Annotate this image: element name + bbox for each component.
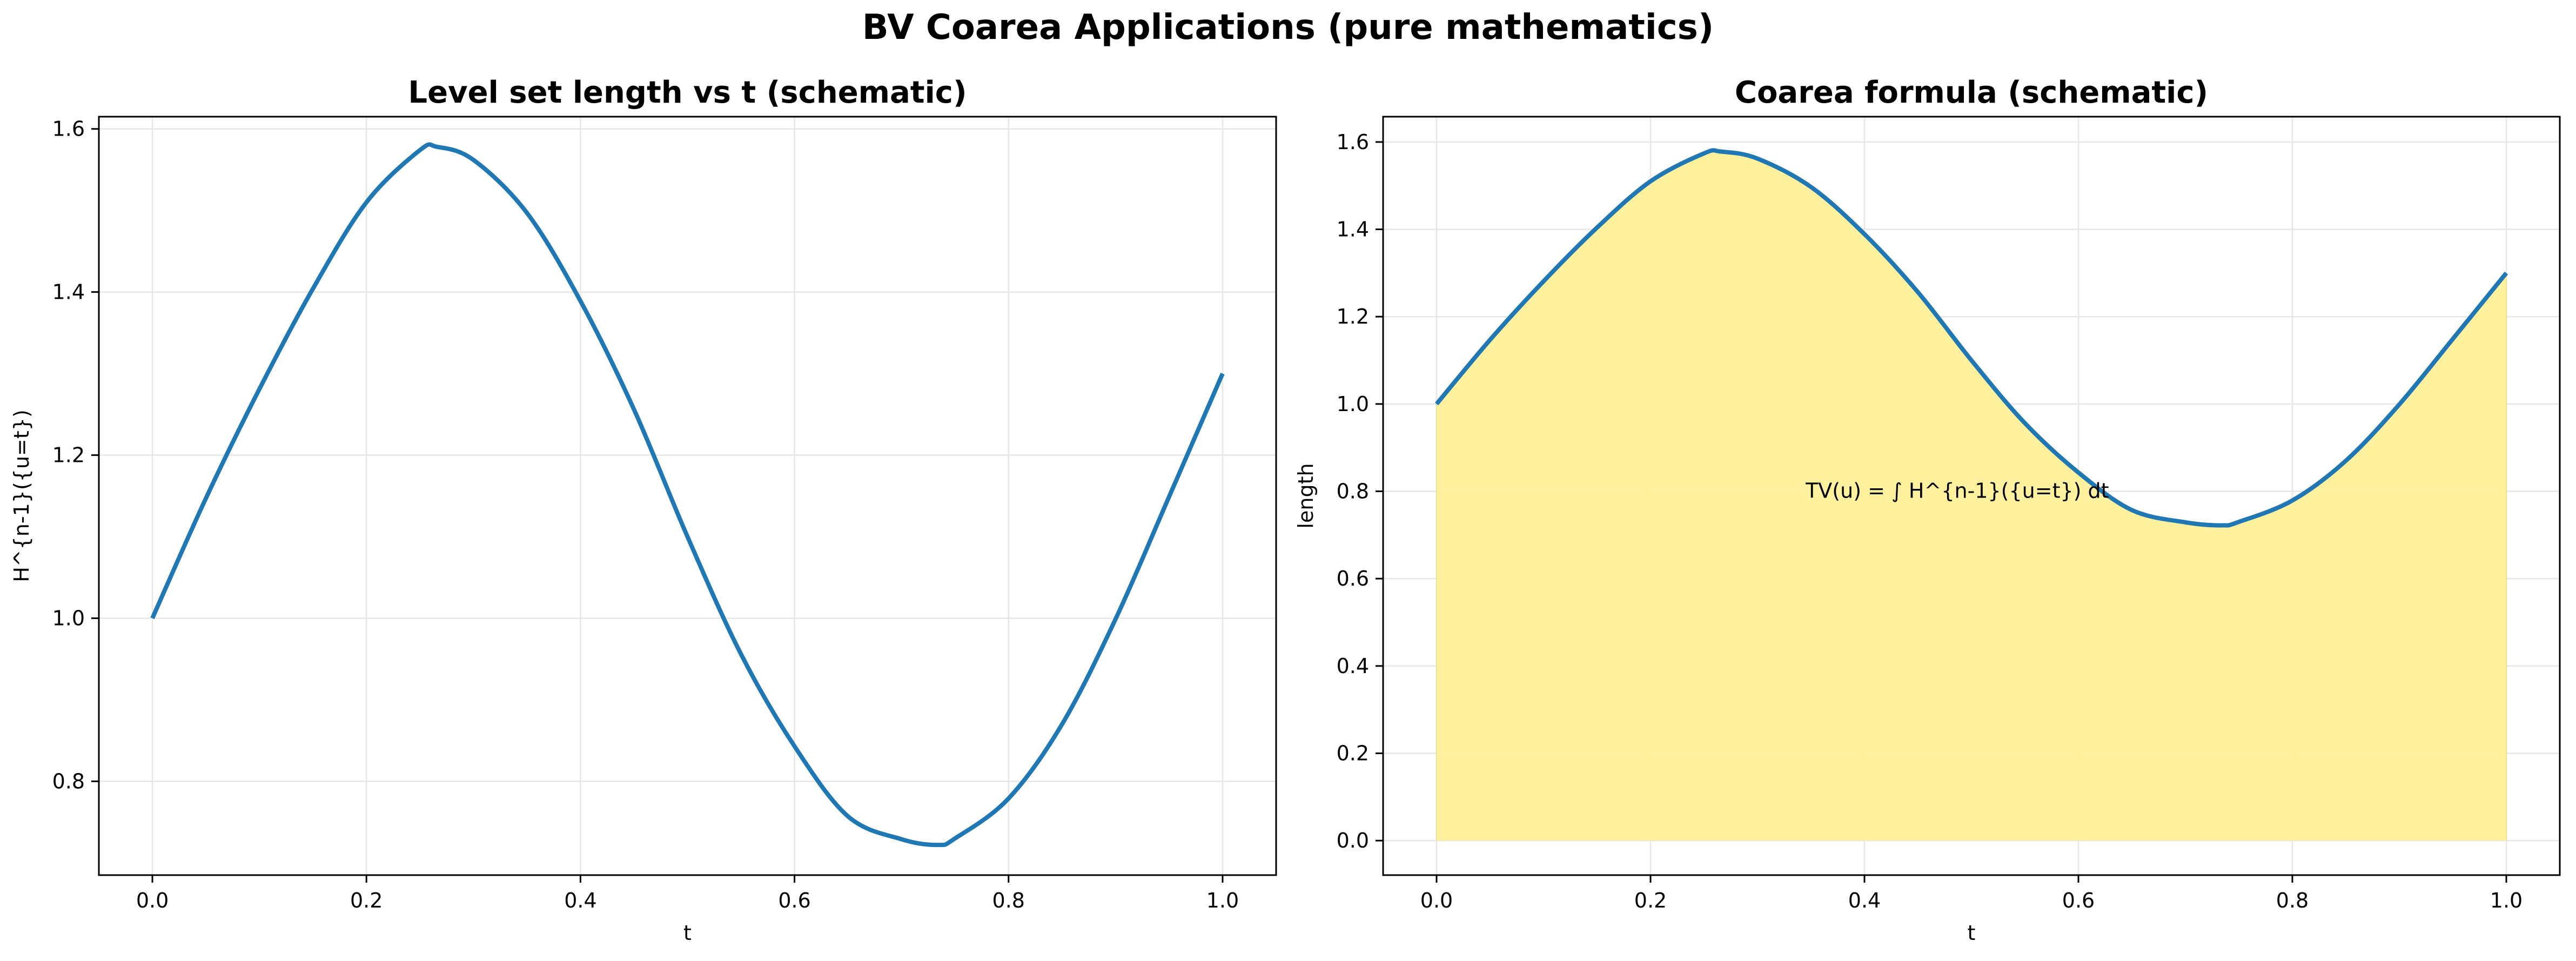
subplot-title: Coarea formula (schematic) — [1735, 75, 2208, 110]
figure-title: BV Coarea Applications (pure mathematics… — [862, 8, 1714, 48]
x-tick-label: 0.6 — [2062, 889, 2095, 912]
x-tick-label: 0.4 — [564, 889, 596, 912]
x-axis-label: t — [683, 921, 692, 945]
x-tick-label: 0.0 — [1420, 889, 1453, 912]
y-tick-label: 0.0 — [1337, 829, 1369, 852]
y-tick-label: 0.6 — [1337, 567, 1369, 590]
y-tick-label: 1.6 — [52, 117, 85, 141]
y-tick-label: 1.2 — [1337, 305, 1369, 328]
x-axis-label: t — [1968, 921, 1976, 945]
x-tick-label: 0.2 — [350, 889, 383, 912]
x-tick-label: 0.0 — [136, 889, 169, 912]
subplot-title: Level set length vs t (schematic) — [408, 75, 967, 110]
x-tick-label: 0.2 — [1634, 889, 1667, 912]
x-tick-label: 1.0 — [2490, 889, 2523, 912]
y-tick-label: 1.0 — [1337, 392, 1369, 416]
y-tick-label: 1.4 — [52, 280, 85, 304]
series-line — [1434, 148, 2508, 528]
x-tick-label: 0.8 — [992, 889, 1025, 912]
y-tick-label: 1.6 — [1337, 130, 1369, 154]
y-axis-label: length — [1294, 463, 1318, 528]
y-tick-label: 0.2 — [1337, 741, 1369, 765]
x-tick-label: 0.4 — [1848, 889, 1881, 912]
y-axis-label: H^{n-1}({u=t}) — [10, 409, 33, 582]
x-tick-label: 1.0 — [1206, 889, 1239, 912]
axes-frame — [1382, 116, 2561, 876]
x-tick-label: 0.8 — [2276, 889, 2309, 912]
x-tick-label: 0.6 — [778, 889, 810, 912]
axes-frame — [98, 116, 1277, 876]
y-tick-label: 0.8 — [52, 769, 85, 793]
y-tick-label: 0.8 — [1337, 480, 1369, 503]
annotation-text: TV(u) = ∫ H^{n-1}({u=t}) dt — [1805, 479, 2109, 503]
y-tick-label: 1.4 — [1337, 218, 1369, 241]
y-tick-label: 0.4 — [1337, 654, 1369, 678]
y-tick-label: 1.2 — [52, 443, 85, 467]
y-tick-label: 1.0 — [52, 606, 85, 630]
series-line — [150, 142, 1225, 848]
area-fill — [1437, 150, 2506, 841]
